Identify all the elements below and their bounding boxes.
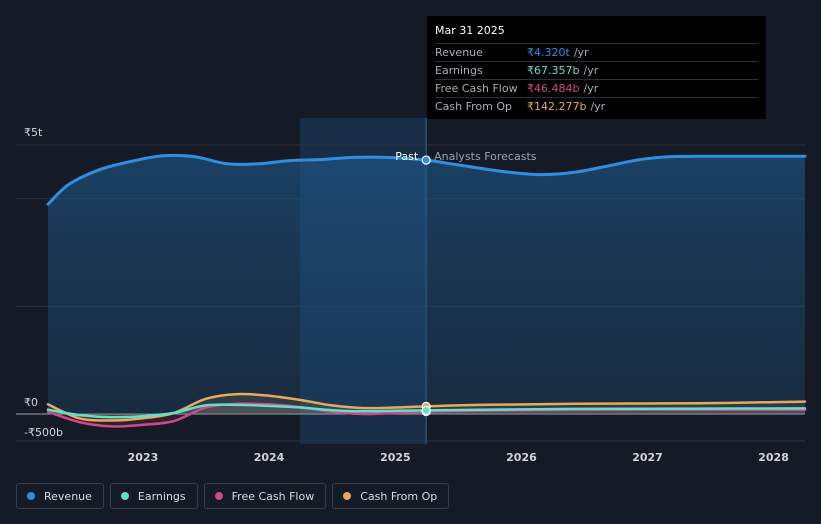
past-label: Past [395, 150, 419, 163]
legend-item-earnings[interactable]: Earnings [109, 483, 198, 509]
revenue-line [46, 153, 807, 206]
tooltip-unit: /yr [583, 82, 599, 95]
legend-dot-icon [120, 492, 129, 500]
legend-item-free-cash-flow[interactable]: Free Cash Flow [203, 483, 327, 509]
x-tick-label: 2028 [758, 451, 789, 464]
forecast-label: Analysts Forecasts [434, 150, 537, 163]
revenue-area [48, 155, 805, 414]
legend-label: Revenue [44, 489, 92, 503]
tooltip-label: Revenue [435, 46, 483, 59]
tooltip-value: ₹67.357b [527, 64, 580, 77]
x-tick-label: 2024 [254, 451, 285, 464]
tooltip-unit: /yr [573, 46, 589, 59]
legend-item-revenue[interactable]: Revenue [16, 483, 104, 509]
tooltip-unit: /yr [583, 64, 599, 77]
tooltip-row-free-cash-flow: Free Cash Flow ₹46.484b /yr [435, 79, 758, 97]
earnings-line [46, 403, 807, 419]
tooltip: Mar 31 2025 Revenue ₹4.320t /yr Earnings… [427, 16, 766, 119]
x-tick-label: 2023 [128, 451, 159, 464]
legend-dot-icon [27, 492, 35, 500]
tooltip-row-earnings: Earnings ₹67.357b /yr [435, 61, 758, 79]
tooltip-value: ₹46.484b [527, 82, 580, 95]
y-tick-label: ₹0 [24, 396, 38, 409]
revenue-marker [421, 155, 431, 165]
tooltip-label: Cash From Op [435, 100, 513, 113]
tooltip-date: Mar 31 2025 [435, 24, 505, 37]
cash-from-op-line [46, 392, 807, 422]
x-tick-label: 2025 [380, 451, 411, 464]
earnings-marker [421, 405, 431, 415]
tooltip-label: Free Cash Flow [435, 82, 518, 95]
tooltip-unit: /yr [590, 100, 606, 113]
legend-label: Earnings [137, 489, 186, 503]
tooltip-row-cash-from-op: Cash From Op ₹142.277b /yr [435, 97, 758, 115]
y-tick-label: -₹500b [24, 426, 63, 439]
tooltip-value: ₹4.320t [527, 46, 570, 59]
free-cash-flow-area [48, 403, 805, 427]
legend-label: Cash From Op [360, 489, 438, 503]
legend-dot-icon [343, 492, 352, 500]
legend: Revenue Earnings Free Cash Flow Cash Fro… [16, 483, 450, 509]
legend-item-cash-from-op[interactable]: Cash From Op [332, 483, 450, 509]
x-tick-label: 2027 [632, 451, 663, 464]
tooltip-row-revenue: Revenue ₹4.320t /yr [435, 43, 758, 61]
y-tick-label: ₹5t [24, 126, 43, 139]
tooltip-value: ₹142.277b [527, 100, 587, 113]
x-tick-label: 2026 [506, 451, 537, 464]
legend-label: Free Cash Flow [231, 489, 315, 503]
tooltip-label: Earnings [435, 64, 483, 77]
legend-dot-icon [214, 492, 223, 500]
